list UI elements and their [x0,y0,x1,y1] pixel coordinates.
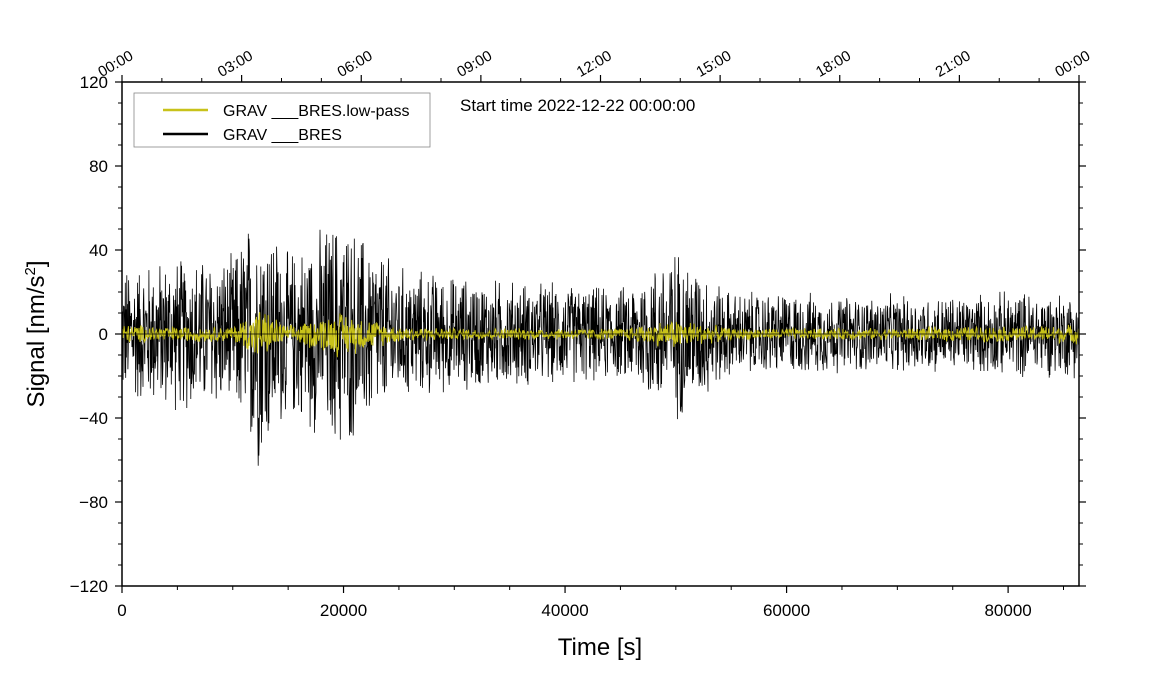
x-tick-label: 40000 [541,601,588,620]
legend-label-low-pass: GRAV ___BRES.low-pass [223,103,409,120]
top-tick-label: 09:00 [454,47,495,80]
x-tick-label: 0 [117,601,126,620]
y-tick-label: −40 [79,409,108,428]
y-tick-label: 120 [80,73,108,92]
top-tick-label: 21:00 [933,47,974,80]
y-tick-label: −80 [79,493,108,512]
y-tick-label: −120 [70,577,108,596]
y-axis: −120 −80 −40 0 40 80 120 [70,73,1086,596]
series-raw-line [122,229,1079,466]
x-tick-label: 80000 [984,601,1031,620]
legend-box [133,92,431,148]
series-layer [122,229,1079,466]
top-time-axis: 00:00 03:00 06:00 09:00 12:00 15:00 18:00 21:00… [95,47,1093,82]
top-tick-label: 12:00 [574,47,615,80]
series-low-pass-line [122,312,1079,358]
y-tick-label: 0 [99,325,108,344]
x-axis-label: Time [s] [558,634,642,661]
top-tick-label: 00:00 [95,47,136,80]
y-tick-label: 80 [89,157,108,176]
top-tick-label: 03:00 [215,47,256,80]
top-tick-label: 06:00 [334,47,375,80]
legend-label-raw: GRAV ___BRES [223,127,342,144]
start-time-annotation: Start time 2022-12-22 00:00:00 [460,96,695,115]
top-tick-label: 18:00 [813,47,854,80]
y-axis-label: Signal [nm/s2] [22,260,50,407]
legend: GRAV ___BRES.low-pass GRAV ___BRES [133,92,431,148]
top-tick-label: 15:00 [693,47,734,80]
x-axis: 0 20000 40000 60000 80000 [117,586,1064,620]
top-tick-label: 00:00 [1052,47,1093,80]
y-tick-label: 40 [89,241,108,260]
x-tick-label: 60000 [763,601,810,620]
x-tick-label: 20000 [320,601,367,620]
